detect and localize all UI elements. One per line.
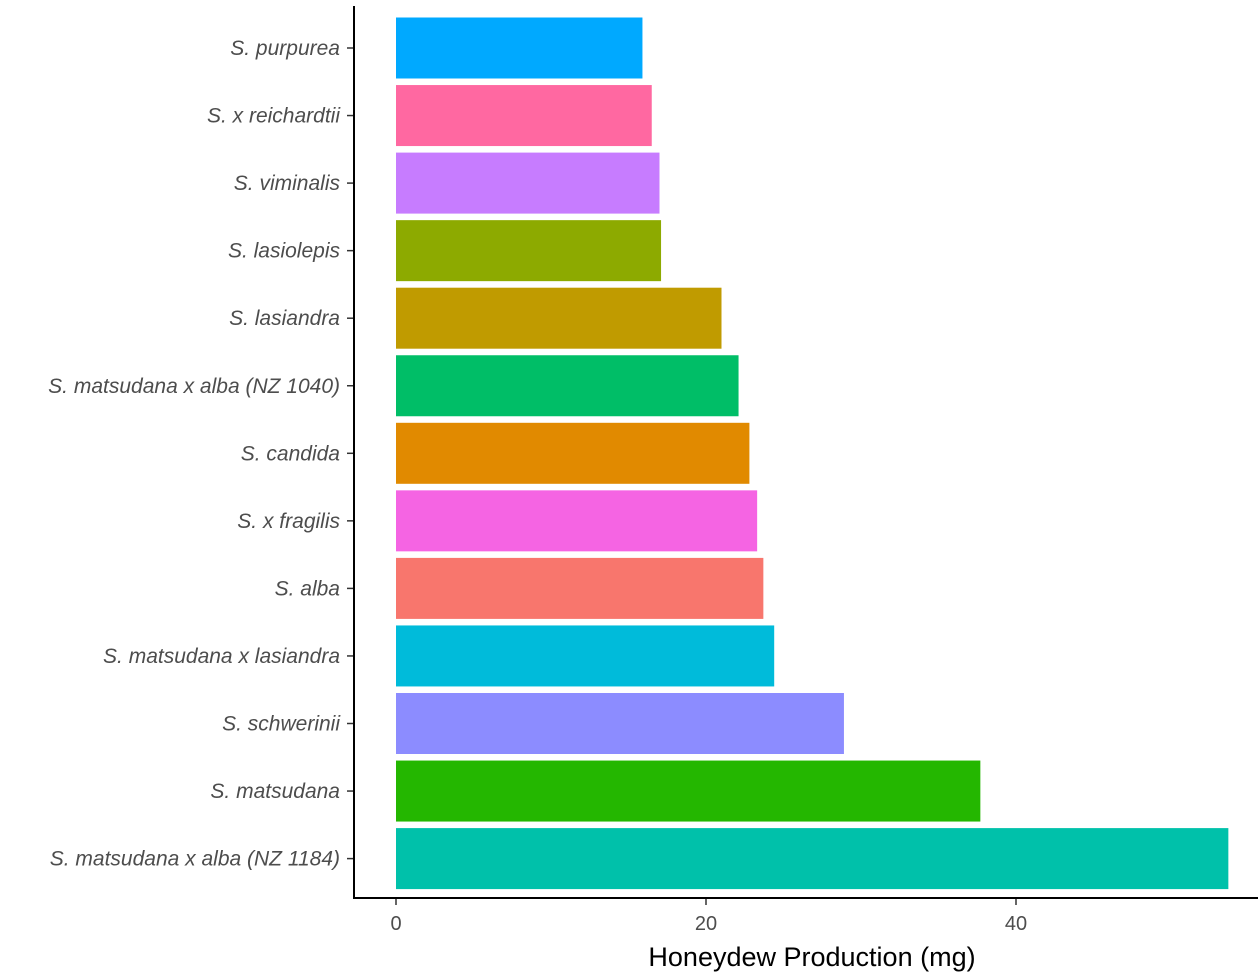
- bar: [396, 557, 764, 619]
- category-label: S. matsudana: [210, 780, 340, 803]
- bar: [396, 17, 643, 79]
- x-ticks-group: 0 20 40: [390, 898, 1027, 935]
- bar: [396, 220, 662, 282]
- category-label: S. purpurea: [230, 37, 340, 60]
- bar: [396, 85, 652, 147]
- bars-group: [396, 17, 1229, 890]
- category-label: S. viminalis: [234, 172, 341, 195]
- category-label: S. x reichardtii: [207, 105, 341, 128]
- x-axis-title: Honeydew Production (mg): [648, 942, 975, 972]
- y-ticks-group: [347, 47, 354, 860]
- bar: [396, 760, 981, 822]
- bar: [396, 490, 758, 552]
- category-label: S. schwerinii: [222, 713, 341, 736]
- category-label: S. lasiolepis: [228, 240, 341, 263]
- bar: [396, 287, 722, 349]
- category-labels-group: S. purpurea S. x reichardtii S. viminalis S…: [48, 37, 341, 871]
- x-tick-label: 20: [695, 913, 717, 935]
- x-tick-label: 40: [1005, 913, 1027, 935]
- category-label: S. lasiandra: [229, 307, 340, 330]
- bar: [396, 152, 660, 214]
- category-label: S. alba: [275, 577, 340, 600]
- category-label: S. matsudana x alba (NZ 1040): [48, 375, 340, 398]
- bar: [396, 828, 1229, 890]
- bar: [396, 693, 844, 754]
- x-tick-label: 0: [390, 913, 401, 935]
- category-label: S. candida: [241, 442, 340, 465]
- category-label: S. x fragilis: [237, 510, 340, 533]
- bar: [396, 422, 750, 484]
- category-label: S. matsudana x lasiandra: [103, 645, 340, 668]
- bar: [396, 355, 739, 417]
- bar: [396, 625, 775, 687]
- category-label: S. matsudana x alba (NZ 1184): [50, 848, 340, 871]
